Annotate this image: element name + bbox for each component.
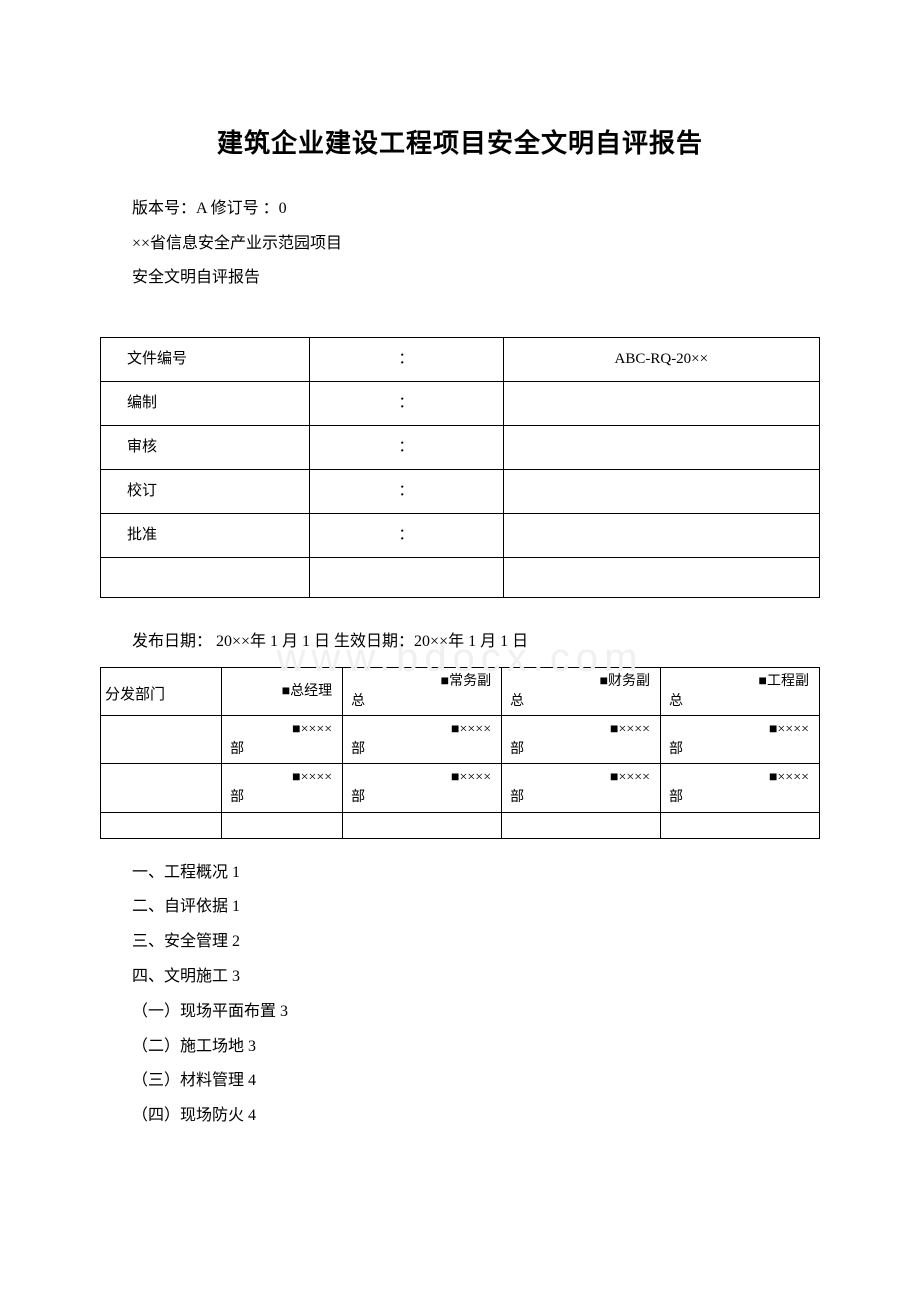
dist-cell-bot: 总 <box>349 692 495 712</box>
toc-item: （四）现场防火 4 <box>100 1102 820 1131</box>
dist-cell-bot: 部 <box>349 740 495 760</box>
info-label: 编制 <box>101 382 310 426</box>
toc-item: （二）施工场地 3 <box>100 1033 820 1062</box>
dist-cell-bot: 部 <box>508 788 654 808</box>
dist-cell: ■常务副 总 <box>343 667 502 715</box>
dist-cell-bot: 总 <box>667 692 813 712</box>
info-label: 审核 <box>101 426 310 470</box>
toc-item: 一、工程概况 1 <box>100 859 820 888</box>
empty-cell <box>101 812 222 838</box>
dist-cell: ■×××× 部 <box>661 716 820 764</box>
dist-cell-bot: 部 <box>228 740 336 760</box>
info-sep: ： <box>309 338 503 382</box>
dist-cell: ■×××× 部 <box>222 716 343 764</box>
dist-cell-bot: 部 <box>667 740 813 760</box>
empty-cell <box>101 764 222 812</box>
dist-cell-bot: 部 <box>508 740 654 760</box>
dist-cell-bot: 部 <box>349 788 495 808</box>
dist-cell-top: ■×××× <box>508 720 654 740</box>
date-line: 发布日期： 20××年 1 月 1 日 生效日期：20××年 1 月 1 日 <box>100 628 820 657</box>
dist-cell-top: ■×××× <box>667 768 813 788</box>
toc-item: 三、安全管理 2 <box>100 928 820 957</box>
dist-cell-top: ■工程副 <box>667 672 813 692</box>
empty-cell <box>309 558 503 598</box>
empty-cell <box>661 812 820 838</box>
dist-cell: ■×××× 部 <box>343 716 502 764</box>
info-label: 文件编号 <box>101 338 310 382</box>
info-table: 文件编号 ： ABC-RQ-20×× 编制 ： 审核 ： 校订 ： 批准 ： <box>100 337 820 598</box>
toc-item: 四、文明施工 3 <box>100 963 820 992</box>
table-row: 批准 ： <box>101 514 820 558</box>
dist-cell: ■财务副 总 <box>502 667 661 715</box>
table-row: 文件编号 ： ABC-RQ-20×× <box>101 338 820 382</box>
dist-cell: ■×××× 部 <box>502 716 661 764</box>
dist-cell: ■×××× 部 <box>343 764 502 812</box>
info-value: ABC-RQ-20×× <box>503 338 819 382</box>
info-sep: ： <box>309 470 503 514</box>
table-row: 分发部门 ■总经理 ■常务副 总 ■财务副 总 ■工程副 总 <box>101 667 820 715</box>
dist-cell-bot: 部 <box>667 788 813 808</box>
dist-header-label: 分发部门 <box>101 667 222 715</box>
dist-cell: ■×××× 部 <box>222 764 343 812</box>
project-line: ××省信息安全产业示范园项目 <box>100 230 820 259</box>
table-row <box>101 812 820 838</box>
table-row: 审核 ： <box>101 426 820 470</box>
dist-cell: ■×××× 部 <box>502 764 661 812</box>
info-label: 批准 <box>101 514 310 558</box>
table-row <box>101 558 820 598</box>
dist-cell-top: ■×××× <box>228 720 336 740</box>
info-value <box>503 514 819 558</box>
toc-item: （三）材料管理 4 <box>100 1067 820 1096</box>
empty-cell <box>101 716 222 764</box>
version-line: 版本号：A 修订号 ：0 <box>100 195 820 224</box>
empty-cell <box>343 812 502 838</box>
empty-cell <box>502 812 661 838</box>
toc-item: 二、自评依据 1 <box>100 893 820 922</box>
document-title: 建筑企业建设工程项目安全文明自评报告 <box>100 120 820 167</box>
dist-cell-bot: 部 <box>228 788 336 808</box>
table-row: ■×××× 部 ■×××× 部 ■×××× 部 ■×××× 部 <box>101 716 820 764</box>
table-row: 校订 ： <box>101 470 820 514</box>
info-sep: ： <box>309 426 503 470</box>
info-sep: ： <box>309 382 503 426</box>
report-line: 安全文明自评报告 <box>100 264 820 293</box>
dist-cell-top: ■常务副 <box>349 672 495 692</box>
table-row: ■×××× 部 ■×××× 部 ■×××× 部 ■×××× 部 <box>101 764 820 812</box>
info-sep: ： <box>309 514 503 558</box>
dist-cell: ■总经理 <box>222 667 343 715</box>
empty-cell <box>503 558 819 598</box>
toc-item: （一）现场平面布置 3 <box>100 998 820 1027</box>
dist-cell: ■工程副 总 <box>661 667 820 715</box>
empty-cell <box>101 558 310 598</box>
info-value <box>503 382 819 426</box>
table-row: 编制 ： <box>101 382 820 426</box>
dist-cell-top: ■总经理 <box>228 682 336 702</box>
info-value <box>503 470 819 514</box>
dist-cell-bot: 总 <box>508 692 654 712</box>
dist-cell-top: ■×××× <box>349 720 495 740</box>
info-label: 校订 <box>101 470 310 514</box>
dist-cell-top: ■×××× <box>228 768 336 788</box>
dist-cell-top: ■×××× <box>349 768 495 788</box>
dist-cell-top: ■×××× <box>508 768 654 788</box>
empty-cell <box>222 812 343 838</box>
dist-cell-top: ■×××× <box>667 720 813 740</box>
dist-cell-top: ■财务副 <box>508 672 654 692</box>
dist-cell: ■×××× 部 <box>661 764 820 812</box>
distribution-table: 分发部门 ■总经理 ■常务副 总 ■财务副 总 ■工程副 总 ■×××× 部 ■… <box>100 667 820 839</box>
info-value <box>503 426 819 470</box>
